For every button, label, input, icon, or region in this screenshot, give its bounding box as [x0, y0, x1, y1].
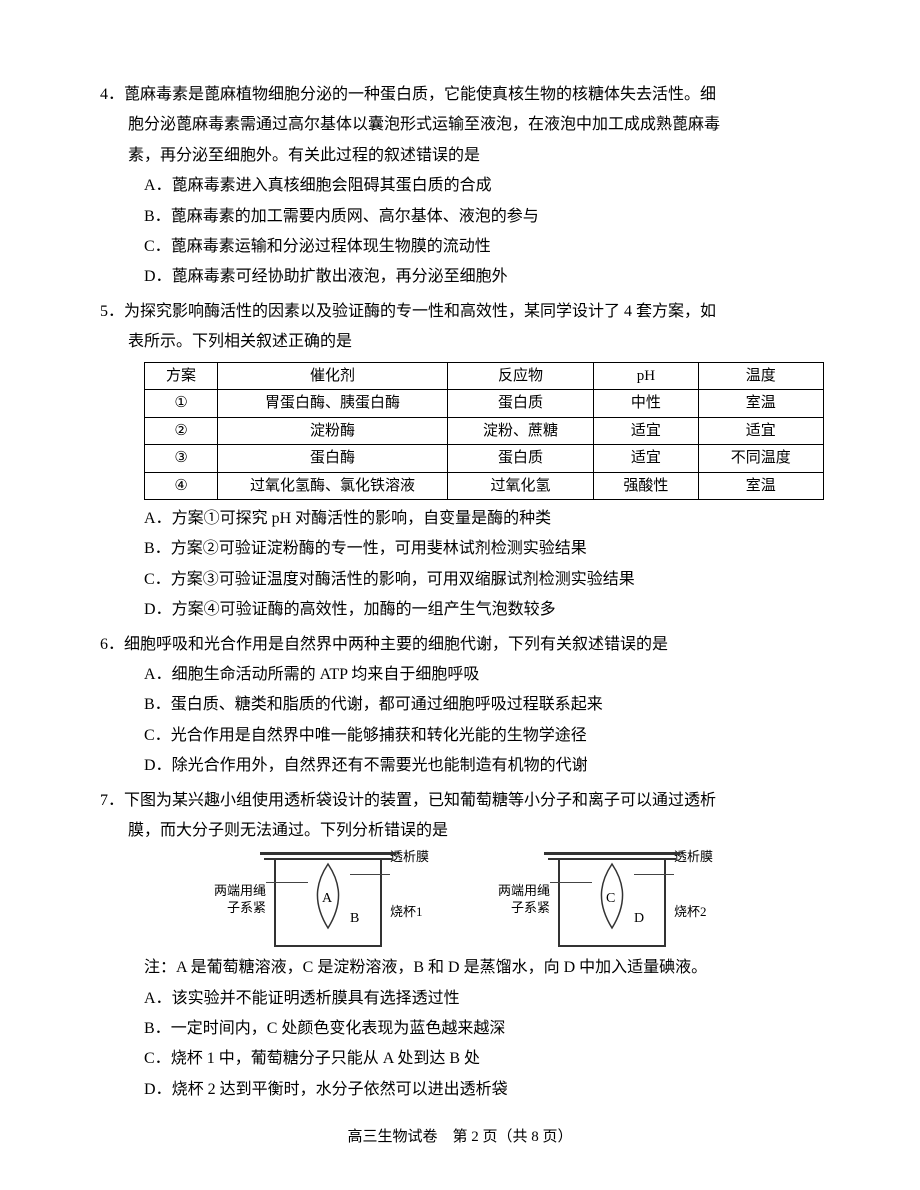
beaker2-left-label: 两端用绳 子系紧 — [480, 883, 550, 917]
q4-stem-line1: 4．蓖麻毒素是蓖麻植物细胞分泌的一种蛋白质，它能使真核生物的核糖体失去活性。细 — [100, 80, 820, 110]
q6-option-b: B．蛋白质、糖类和脂质的代谢，都可通过细胞呼吸过程联系起来 — [100, 690, 820, 720]
beaker-wall-icon — [558, 860, 560, 947]
q6-option-a: A．细胞生命活动所需的 ATP 均来自于细胞呼吸 — [100, 660, 820, 690]
q6-option-d: D．除光合作用外，自然界还有不需要光也能制造有机物的代谢 — [100, 751, 820, 781]
beaker-rim-icon — [544, 852, 680, 855]
beaker-rim-icon — [264, 858, 392, 860]
table-cell: ④ — [145, 472, 218, 500]
table-cell: 淀粉酶 — [218, 417, 448, 445]
table-cell: 中性 — [594, 390, 698, 418]
beaker-rim-icon — [260, 852, 396, 855]
q6-number: 6． — [100, 636, 124, 653]
question-7: 7．下图为某兴趣小组使用透析袋设计的装置，已知葡萄糖等小分子和离子可以通过透析 … — [100, 786, 820, 1106]
table-header: 反应物 — [447, 362, 593, 390]
q7-number: 7． — [100, 792, 124, 809]
page-footer: 高三生物试卷 第 2 页（共 8 页） — [100, 1123, 820, 1152]
q5-option-d: D．方案④可验证酶的高效性，加酶的一组产生气泡数较多 — [100, 595, 820, 625]
q5-option-a: A．方案①可探究 pH 对酶活性的影响，自变量是酶的种类 — [100, 504, 820, 534]
table-row: ① 胃蛋白酶、胰蛋白酶 蛋白质 中性 室温 — [145, 390, 824, 418]
q5-table: 方案 催化剂 反应物 pH 温度 ① 胃蛋白酶、胰蛋白酶 蛋白质 中性 室温 ②… — [144, 362, 824, 501]
table-cell: 室温 — [698, 390, 823, 418]
table-cell: 蛋白质 — [447, 445, 593, 473]
table-cell: 适宜 — [698, 417, 823, 445]
table-cell: ② — [145, 417, 218, 445]
page-current: 2 — [471, 1129, 479, 1145]
beaker-bottom-icon — [274, 945, 382, 947]
table-cell: 适宜 — [594, 417, 698, 445]
beaker1-right-labels: 透析膜 烧杯1 — [390, 879, 440, 921]
table-cell: ① — [145, 390, 218, 418]
question-5: 5．为探究影响酶活性的因素以及验证酶的专一性和高效性，某同学设计了 4 套方案，… — [100, 297, 820, 626]
beaker-1-unit: 两端用绳 子系紧 A B 透析膜 烧杯1 — [196, 852, 440, 947]
table-row: ③ 蛋白酶 蛋白质 适宜 不同温度 — [145, 445, 824, 473]
q6-option-c: C．光合作用是自然界中唯一能够捕获和转化光能的生物学途径 — [100, 721, 820, 751]
table-cell: 蛋白酶 — [218, 445, 448, 473]
q7-option-d: D．烧杯 2 达到平衡时，水分子依然可以进出透析袋 — [100, 1075, 820, 1105]
q7-option-a: A．该实验并不能证明透析膜具有选择透过性 — [100, 984, 820, 1014]
pointer-line-icon — [634, 874, 674, 875]
table-header-row: 方案 催化剂 反应物 pH 温度 — [145, 362, 824, 390]
q7-diagram: 两端用绳 子系紧 A B 透析膜 烧杯1 — [100, 852, 820, 947]
beaker-2-unit: 两端用绳 子系紧 C D 透析膜 烧杯2 — [480, 852, 724, 947]
beaker2-outer-letter: D — [634, 906, 644, 933]
q5-stem-line1: 5．为探究影响酶活性的因素以及验证酶的专一性和高效性，某同学设计了 4 套方案，… — [100, 297, 820, 327]
q4-option-b: B．蓖麻毒素的加工需要内质网、高尔基体、液泡的参与 — [100, 202, 820, 232]
table-cell: 胃蛋白酶、胰蛋白酶 — [218, 390, 448, 418]
table-header: 方案 — [145, 362, 218, 390]
beaker1-outer-letter: B — [350, 906, 359, 933]
table-cell: 蛋白质 — [447, 390, 593, 418]
beaker1-left-label: 两端用绳 子系紧 — [196, 883, 266, 917]
q7-option-c: C．烧杯 1 中，葡萄糖分子只能从 A 处到达 B 处 — [100, 1044, 820, 1074]
table-header: pH — [594, 362, 698, 390]
table-header: 催化剂 — [218, 362, 448, 390]
table-cell: ③ — [145, 445, 218, 473]
q4-option-d: D．蓖麻毒素可经协助扩散出液泡，再分泌至细胞外 — [100, 262, 820, 292]
question-4: 4．蓖麻毒素是蓖麻植物细胞分泌的一种蛋白质，它能使真核生物的核糖体失去活性。细 … — [100, 80, 820, 293]
beaker-2: C D — [552, 852, 672, 947]
q4-option-c: C．蓖麻毒素运输和分泌过程体现生物膜的流动性 — [100, 232, 820, 262]
q5-number: 5． — [100, 303, 124, 320]
table-cell: 强酸性 — [594, 472, 698, 500]
beaker-bottom-icon — [558, 945, 666, 947]
q7-note: 注：A 是葡萄糖溶液，C 是淀粉溶液，B 和 D 是蒸馏水，向 D 中加入适量碘… — [100, 953, 820, 983]
q7-stem-line2: 膜，而大分子则无法通过。下列分析错误的是 — [100, 816, 820, 846]
q5-option-c: C．方案③可验证温度对酶活性的影响，可用双缩脲试剂检测实验结果 — [100, 565, 820, 595]
question-6: 6．细胞呼吸和光合作用是自然界中两种主要的细胞代谢，下列有关叙述错误的是 A．细… — [100, 630, 820, 782]
beaker2-inner-letter: C — [606, 886, 615, 913]
pointer-line-icon — [266, 882, 308, 883]
beaker1-inner-letter: A — [322, 886, 332, 913]
q4-stem-line3: 素，再分泌至细胞外。有关此过程的叙述错误的是 — [100, 141, 820, 171]
beaker2-right-labels: 透析膜 烧杯2 — [674, 879, 724, 921]
table-header: 温度 — [698, 362, 823, 390]
table-cell: 不同温度 — [698, 445, 823, 473]
table-cell: 过氧化氢 — [447, 472, 593, 500]
q4-option-a: A．蓖麻毒素进入真核细胞会阻碍其蛋白质的合成 — [100, 171, 820, 201]
page-total: 8 — [531, 1129, 539, 1145]
table-row: ② 淀粉酶 淀粉、蔗糖 适宜 适宜 — [145, 417, 824, 445]
table-row: ④ 过氧化氢酶、氯化铁溶液 过氧化氢 强酸性 室温 — [145, 472, 824, 500]
beaker-wall-icon — [274, 860, 276, 947]
q4-stem-line2: 胞分泌蓖麻毒素需通过高尔基体以囊泡形式运输至液泡，在液泡中加工成成熟蓖麻毒 — [100, 110, 820, 140]
q6-stem: 6．细胞呼吸和光合作用是自然界中两种主要的细胞代谢，下列有关叙述错误的是 — [100, 630, 820, 660]
q5-stem-line2: 表所示。下列相关叙述正确的是 — [100, 327, 820, 357]
beaker-1: A B — [268, 852, 388, 947]
table-cell: 室温 — [698, 472, 823, 500]
table-cell: 过氧化氢酶、氯化铁溶液 — [218, 472, 448, 500]
pointer-line-icon — [350, 874, 390, 875]
table-cell: 淀粉、蔗糖 — [447, 417, 593, 445]
q4-number: 4． — [100, 86, 124, 103]
pointer-line-icon — [550, 882, 592, 883]
beaker-rim-icon — [548, 858, 676, 860]
q7-stem-line1: 7．下图为某兴趣小组使用透析袋设计的装置，已知葡萄糖等小分子和离子可以通过透析 — [100, 786, 820, 816]
q7-option-b: B．一定时间内，C 处颜色变化表现为蓝色越来越深 — [100, 1014, 820, 1044]
q5-option-b: B．方案②可验证淀粉酶的专一性，可用斐林试剂检测实验结果 — [100, 534, 820, 564]
table-cell: 适宜 — [594, 445, 698, 473]
